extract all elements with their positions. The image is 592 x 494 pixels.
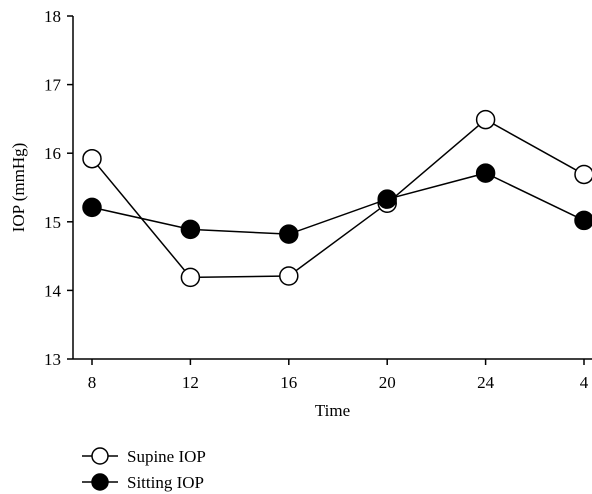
sitting-data-point [180, 219, 201, 240]
supine-data-point [574, 164, 592, 185]
axes [72, 16, 592, 360]
sitting-data-point [279, 224, 299, 244]
x-tick-label: 8 [88, 373, 97, 392]
legend-symbol [82, 447, 118, 465]
sitting-data-point [475, 163, 496, 183]
x-ticks: 8 12 16 20 24 4 [88, 359, 589, 392]
legend-symbol [82, 473, 118, 491]
sitting-data-point [377, 189, 397, 209]
x-tick-label: 4 [580, 373, 589, 392]
series-line-supine [91, 118, 585, 279]
supine-data-point [475, 109, 496, 130]
x-tick-label: 12 [182, 373, 199, 392]
series-line-sitting [91, 172, 585, 235]
y-tick-label: 16 [44, 144, 61, 163]
supine-data-point [279, 266, 299, 286]
supine-data-point [82, 148, 102, 169]
x-axis-title: Time [315, 401, 350, 420]
legend-label: Sitting IOP [127, 473, 204, 492]
legend: Supine IOP Sitting IOP [82, 447, 206, 492]
y-tick-label: 18 [44, 7, 61, 26]
supine-data-point [180, 267, 201, 288]
sitting-data-point [82, 197, 102, 218]
sitting-data-point [574, 210, 592, 231]
series-layer [82, 109, 592, 288]
x-tick-label: 20 [379, 373, 396, 392]
y-tick-label: 17 [44, 76, 62, 95]
y-tick-label: 15 [44, 213, 61, 232]
x-tick-label: 16 [280, 373, 297, 392]
legend-label: Supine IOP [127, 447, 206, 466]
x-tick-label: 24 [477, 373, 495, 392]
y-axis-title: IOP (mmHg) [9, 143, 28, 233]
y-ticks: 13 14 15 16 17 18 [44, 7, 73, 369]
y-tick-label: 13 [44, 350, 61, 369]
y-tick-label: 14 [44, 281, 62, 300]
